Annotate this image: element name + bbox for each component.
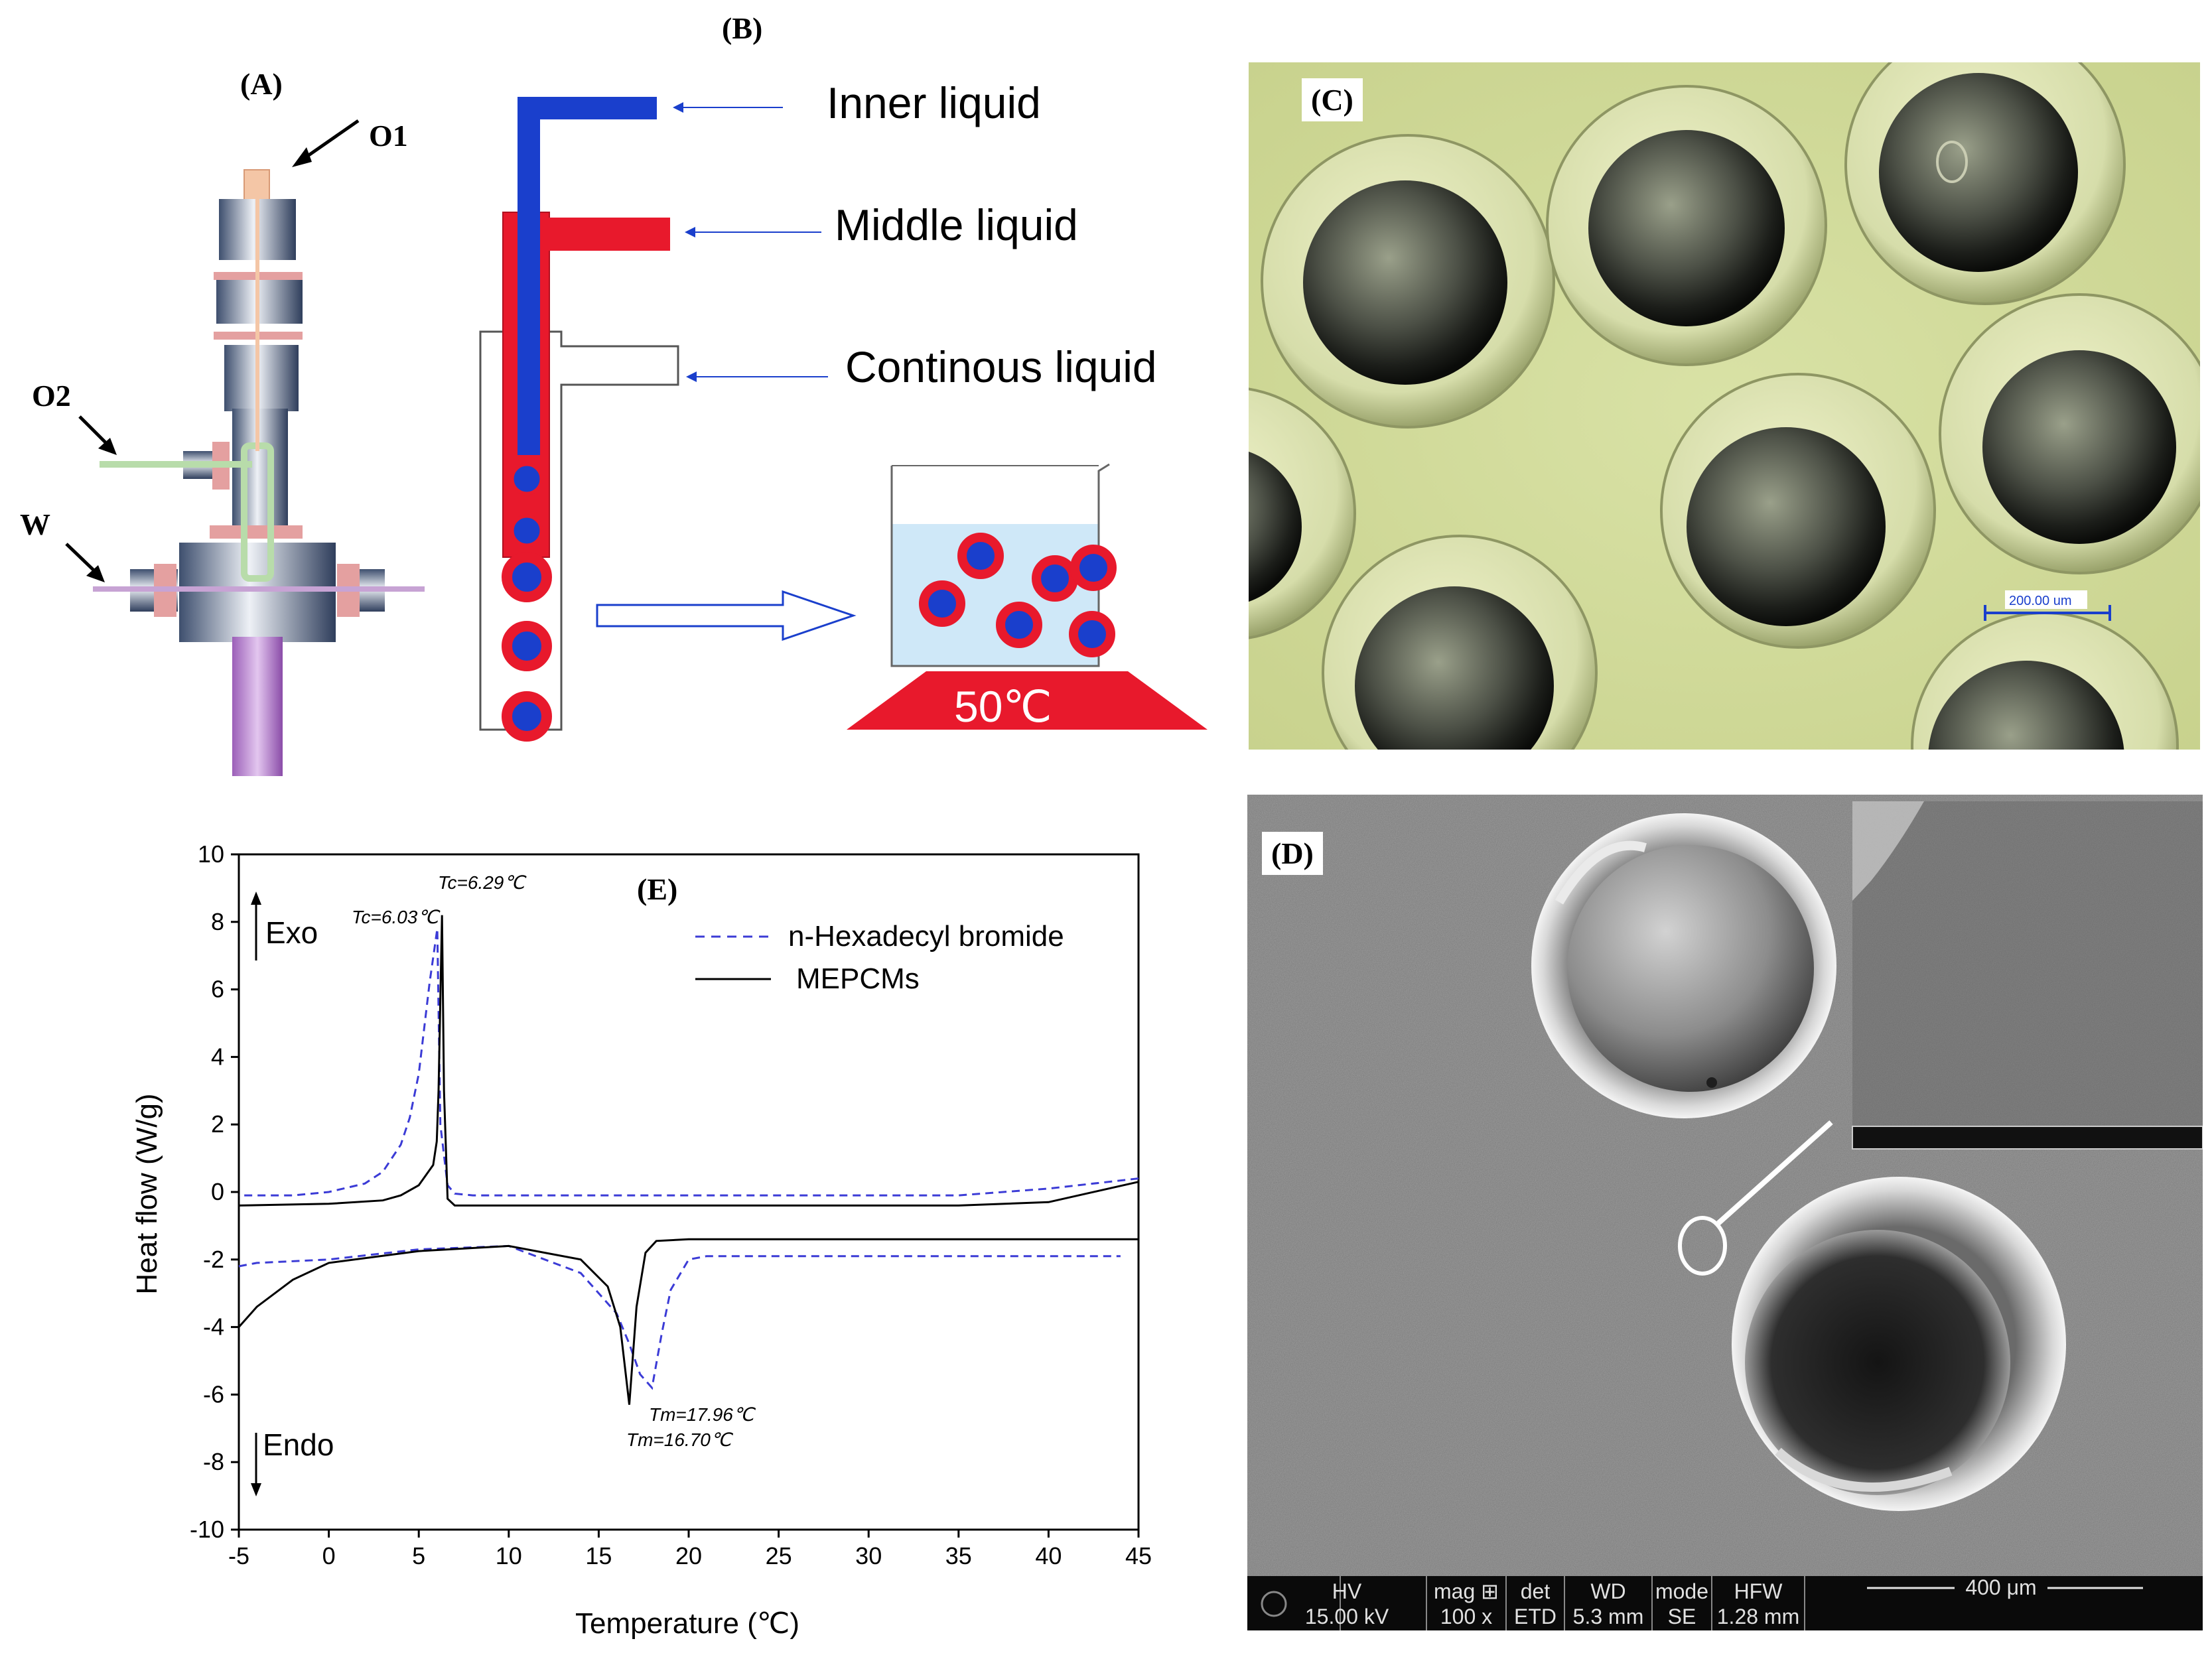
sem-info-headers: HV mag ⊞ det WD mode HFW [1332, 1579, 1783, 1603]
sem-value-hv: 15.00 kV [1305, 1605, 1389, 1628]
panel-a-label: (A) [240, 67, 283, 101]
x-tick-label: 45 [1125, 1542, 1152, 1569]
tc-pcm-annotation: Tc=6.03℃ [352, 907, 441, 927]
y-tick-label: 0 [211, 1178, 224, 1205]
panel-a: (A) [0, 0, 464, 783]
sem-info-values: 15.00 kV 100 x ETD 5.3 mm SE 1.28 mm [1305, 1605, 1799, 1628]
x-axis-label: Temperature (℃) [575, 1607, 799, 1640]
panel-d: HV mag ⊞ det WD mode HFW 15.00 kV 100 x … [1247, 795, 2203, 1630]
sem-header-wd: WD [1590, 1579, 1625, 1603]
y-tick-label: -4 [203, 1313, 224, 1341]
sem-header-mag: mag ⊞ [1434, 1579, 1499, 1603]
temperature-label: 50℃ [954, 682, 1052, 731]
panel-e-label: (E) [637, 872, 677, 906]
microfluidic-schematic: Inner liquid Middle liquid Continous liq… [479, 78, 1208, 742]
legend-label-pcm: n-Hexadecyl bromide [788, 920, 1064, 953]
sem-value-hfw: 1.28 mm [1717, 1605, 1799, 1628]
y-tick-label: -2 [203, 1246, 224, 1273]
scale-bar-label: 200.00 um [2009, 594, 2072, 608]
panel-c: 200.00 um (C) [1249, 62, 2200, 750]
endo-arrow-head [251, 1483, 261, 1496]
sem-micrograph: HV mag ⊞ det WD mode HFW 15.00 kV 100 x … [1247, 795, 2203, 1630]
y-tick-label: 4 [211, 1043, 224, 1070]
legend-label-mepcm: MEPCMs [796, 962, 920, 995]
port-o2-label: O2 [32, 379, 71, 413]
panel-b-label: (B) [722, 11, 763, 45]
sem-header-det: det [1521, 1579, 1551, 1603]
sem-header-hfw: HFW [1734, 1579, 1783, 1603]
series-mepcm-heating [238, 1238, 1139, 1405]
x-tick-label: 25 [766, 1542, 792, 1569]
panel-b: (B) Inner liquid [464, 0, 1234, 783]
exo-arrow-head [251, 892, 261, 905]
x-tick-label: 10 [496, 1542, 522, 1569]
endo-label: Endo [263, 1427, 334, 1462]
y-tick-label: 8 [211, 908, 224, 935]
sem-value-wd: 5.3 mm [1573, 1605, 1644, 1628]
sem-scale-label: 400 μm [1965, 1575, 2036, 1599]
panel-c-label: (C) [1302, 78, 1363, 121]
sem-value-mode: SE [1668, 1605, 1696, 1628]
device-schematic: O1 O2 W [20, 119, 425, 776]
x-tick-label: 35 [945, 1542, 972, 1569]
y-tick-label: -10 [190, 1516, 224, 1543]
x-tick-label: 0 [322, 1542, 336, 1569]
sem-header-mode: mode [1655, 1579, 1708, 1603]
y-tick-label: 10 [198, 840, 224, 868]
scale-bar: 200.00 um [1984, 590, 2111, 621]
dsc-chart: -5 0 5 10 15 20 25 30 35 40 45 -10 -8 -6 -4 -2 0 2 4 6 8 10 (… [131, 840, 1152, 1640]
series-mepcm-cooling [238, 915, 1139, 1207]
inner-liquid-label: Inner liquid [827, 78, 1041, 127]
tm-mepcm-annotation: Tm=16.70℃ [626, 1429, 734, 1450]
sem-header-hv: HV [1332, 1579, 1362, 1603]
x-tick-label: 30 [855, 1542, 882, 1569]
x-tick-label: 15 [585, 1542, 612, 1569]
x-tick-label: 40 [1035, 1542, 1062, 1569]
exo-label: Exo [265, 915, 318, 950]
legend: n-Hexadecyl bromide MEPCMs [695, 920, 1064, 995]
y-tick-label: -6 [203, 1380, 224, 1408]
x-tick-label: 5 [412, 1542, 425, 1569]
sem-value-det: ETD [1514, 1605, 1556, 1628]
sem-scale-bar: 400 μm [1867, 1575, 2143, 1599]
microcapsule-group [1249, 62, 2200, 750]
y-tick-label: 6 [211, 976, 224, 1003]
panel-e: -5 0 5 10 15 20 25 30 35 40 45 -10 -8 -6 -4 -2 0 2 4 6 8 10 (… [0, 823, 1234, 1653]
series-pcm-cooling [239, 928, 1139, 1197]
y-tick-label: 2 [211, 1110, 224, 1138]
x-tick-label: -5 [228, 1542, 249, 1569]
optical-micrograph: 200.00 um [1249, 62, 2200, 750]
y-tick-label: -8 [203, 1448, 224, 1475]
x-tick-label: 20 [675, 1542, 702, 1569]
continuous-liquid-label: Continous liquid [845, 342, 1157, 391]
sem-value-mag: 100 x [1440, 1605, 1492, 1628]
port-w-label: W [20, 507, 50, 541]
port-o1-label: O1 [369, 119, 408, 153]
middle-liquid-label: Middle liquid [835, 200, 1078, 249]
y-axis-label: Heat flow (W/g) [131, 1093, 163, 1294]
tc-mepcm-annotation: Tc=6.29℃ [438, 872, 527, 893]
series-pcm-heating [238, 1244, 1121, 1390]
panel-d-label: (D) [1262, 832, 1323, 875]
tm-pcm-annotation: Tm=17.96℃ [649, 1404, 756, 1425]
